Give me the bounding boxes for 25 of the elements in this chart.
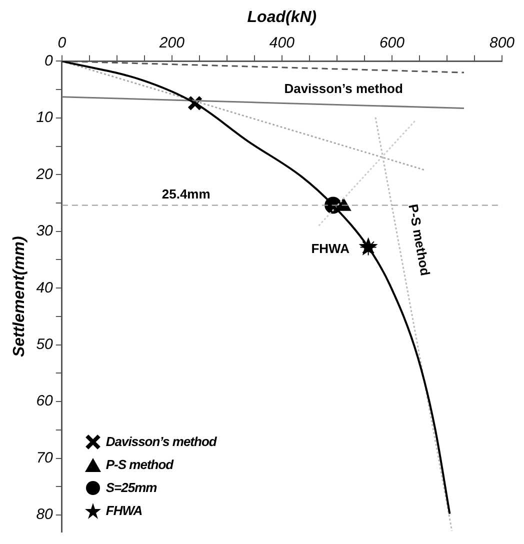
x-tick-label: 200 xyxy=(158,34,186,52)
y-tick-label: 0 xyxy=(44,52,54,70)
x-tick-label: 600 xyxy=(379,34,406,52)
ref-line-label: 25.4mm xyxy=(162,186,210,202)
y-tick-label: 40 xyxy=(36,279,54,296)
legend-label: S=25mm xyxy=(106,480,157,495)
x-tick-label: 800 xyxy=(489,34,516,52)
y-tick-label: 30 xyxy=(36,222,54,240)
legend-label: Davisson’s method xyxy=(106,434,216,449)
y-tick-label: 80 xyxy=(36,506,54,524)
y-tick-label: 10 xyxy=(36,109,54,126)
x-axis-title: Load(kN) xyxy=(247,9,317,26)
legend-label: FHWA xyxy=(106,503,142,518)
annotation: Davisson’s method xyxy=(284,81,403,96)
legend-label: P-S method xyxy=(106,457,174,472)
x-tick-label: 0 xyxy=(58,34,67,52)
annotation: FHWA xyxy=(311,241,350,256)
y-axis-title: Settlement(mm) xyxy=(11,236,28,358)
annotation: P-S method xyxy=(406,203,433,277)
y-tick-label: 60 xyxy=(36,392,54,410)
y-tick-label: 70 xyxy=(36,449,54,466)
y-tick-label: 50 xyxy=(36,336,54,353)
line-series xyxy=(62,61,451,515)
x-tick-label: 400 xyxy=(269,34,296,52)
y-tick-label: 20 xyxy=(35,166,54,183)
